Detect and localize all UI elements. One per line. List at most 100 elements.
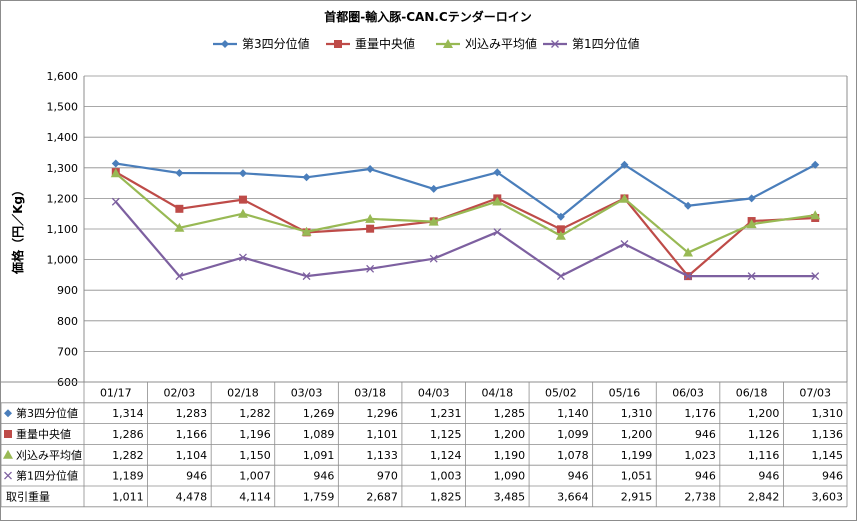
y-tick-label: 800	[57, 315, 78, 328]
data-point	[493, 228, 502, 237]
legend: 第3四分位値 重量中央値 刈込み平均値 第1四分位値	[213, 36, 640, 51]
marker-stroke	[493, 228, 502, 237]
row-legend-marker	[4, 409, 12, 418]
data-label: 1,759	[303, 490, 335, 503]
x-tick-label: 06/18	[736, 386, 768, 399]
table-row: 取引重量 1,011 4,478 4,114 1,759 2,687 1,825 3,485 3…	[6, 489, 843, 503]
data-label: 946	[313, 470, 334, 483]
data-point	[110, 168, 121, 178]
x-tick-label: 07/03	[799, 386, 831, 399]
marker-stroke	[4, 471, 12, 480]
x-tick-label: 05/16	[609, 386, 641, 399]
data-label: 1,825	[430, 490, 462, 503]
data-label: 2,842	[748, 490, 780, 503]
legend-item: 重量中央値	[326, 36, 415, 51]
legend-label: 第3四分位値	[242, 36, 310, 51]
row-label: 取引重量	[6, 489, 50, 503]
data-label: 1,089	[303, 428, 335, 441]
data-label: 1,200	[494, 428, 526, 441]
data-label: 1,099	[557, 428, 589, 441]
data-point	[684, 201, 693, 210]
data-label: 1,176	[684, 407, 716, 420]
data-label: 1,133	[366, 449, 398, 462]
legend-marker	[443, 39, 453, 48]
data-label: 3,664	[557, 490, 589, 503]
data-label: 946	[758, 470, 779, 483]
data-label: 946	[822, 470, 843, 483]
data-label: 1,314	[112, 407, 144, 420]
data-point	[747, 194, 756, 203]
gridlines	[84, 75, 847, 383]
data-point	[175, 204, 184, 213]
data-point	[111, 197, 120, 206]
data-point	[174, 222, 185, 232]
data-label: 1,269	[303, 407, 335, 420]
data-label: 1,189	[112, 470, 144, 483]
data-label: 4,114	[239, 490, 271, 503]
data-label: 1,200	[748, 407, 780, 420]
row-label: 刈込み平均値	[16, 449, 82, 462]
series-line	[115, 171, 816, 278]
data-point	[302, 272, 311, 281]
data-point	[810, 210, 821, 220]
data-label: 946	[568, 470, 589, 483]
data-point	[429, 184, 438, 193]
data-label: 1,011	[112, 490, 144, 503]
row-legend-marker	[3, 449, 13, 459]
data-label: 3,485	[494, 490, 526, 503]
data-label: 1,090	[494, 470, 526, 483]
data-label: 946	[186, 470, 207, 483]
data-label: 1,296	[366, 407, 398, 420]
data-point	[429, 254, 438, 263]
row-label: 第1四分位値	[16, 469, 78, 483]
table-row: 刈込み平均値 1,282 1,104 1,150 1,091 1,133 1,124 1,19…	[3, 449, 843, 462]
legend-item: 刈込み平均値	[436, 36, 537, 51]
data-point	[111, 159, 120, 168]
data-label: 2,915	[621, 490, 653, 503]
data-point	[238, 195, 247, 204]
data-point	[366, 264, 375, 273]
marker-stroke	[556, 272, 565, 281]
data-point	[811, 272, 820, 281]
y-axis: 6007008009001,0001,1001,2001,3001,4001,5…	[47, 70, 848, 389]
data-label: 1,091	[303, 449, 335, 462]
x-tick-label: 02/03	[164, 386, 196, 399]
x-tick-label: 04/18	[481, 386, 513, 399]
data-point	[365, 213, 376, 223]
data-label: 946	[695, 428, 716, 441]
data-label: 1,125	[430, 428, 462, 441]
row-label: 第3四分位値	[16, 406, 78, 420]
legend-marker	[221, 40, 229, 48]
marker-stroke	[111, 197, 120, 206]
data-label: 1,023	[684, 449, 716, 462]
data-point	[492, 196, 503, 206]
data-label: 1,150	[239, 449, 271, 462]
data-point	[747, 272, 756, 281]
data-label: 970	[377, 470, 398, 483]
data-table: 01/17 02/03 02/18 03/03 03/18 04/03 04/18 05/02…	[0, 381, 848, 508]
marker-stroke	[811, 272, 820, 281]
data-point	[366, 165, 375, 174]
data-label: 1,101	[366, 428, 398, 441]
data-point	[238, 169, 247, 178]
data-label: 1,286	[112, 428, 144, 441]
x-tick-label: 03/03	[291, 386, 323, 399]
data-label: 1,190	[494, 449, 526, 462]
data-label: 1,285	[494, 407, 526, 420]
data-label: 4,478	[176, 490, 208, 503]
data-label: 1,231	[430, 407, 462, 420]
row-label: 重量中央値	[16, 427, 71, 441]
data-point	[556, 212, 565, 221]
data-label: 1,310	[621, 407, 653, 420]
y-tick-label: 1,000	[47, 254, 79, 267]
data-label: 3,603	[812, 490, 844, 503]
data-point	[620, 160, 629, 169]
data-point	[811, 160, 820, 169]
table-row: 重量中央値 1,286 1,166 1,196 1,089 1,101 1,125 1,200…	[4, 427, 843, 441]
marker-stroke	[551, 40, 559, 48]
data-label: 1,283	[176, 407, 208, 420]
data-label: 1,310	[812, 407, 844, 420]
data-label: 1,116	[748, 449, 780, 462]
y-tick-label: 1,200	[47, 192, 79, 205]
x-tick-label: 02/18	[227, 386, 259, 399]
